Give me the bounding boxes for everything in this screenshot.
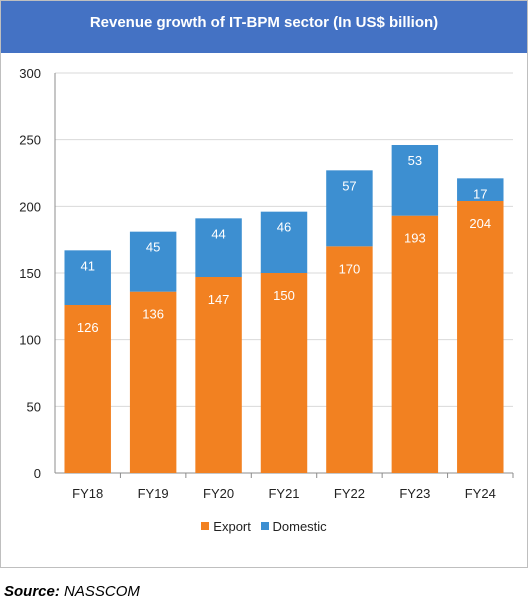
chart-title: Revenue growth of IT-BPM sector (In US$ … [1, 1, 527, 53]
chart-plot: 0 50 100 150 200 250 300 126 41 FY18 136 45 FY19 147 4… [19, 66, 514, 501]
bar-export-FY18 [64, 305, 111, 473]
bar-domestic-FY21 [260, 211, 308, 273]
data-label-export-FY18: 126 [77, 320, 99, 335]
source-value: NASSCOM [64, 583, 140, 600]
data-label-export-FY19: 136 [142, 307, 164, 322]
bar-domestic-FY19 [129, 231, 177, 292]
source-note: Source: NASSCOM [4, 583, 140, 600]
bar-export-FY23 [391, 215, 439, 473]
bar-domestic-FY23 [391, 145, 439, 216]
bar-export-FY19 [129, 291, 177, 473]
data-label-export-FY21: 150 [273, 288, 295, 303]
legend-swatch-domestic [260, 522, 269, 530]
x-tick-label-FY23: FY23 [399, 486, 430, 501]
chart-frame: Revenue growth of IT-BPM sector (In US$ … [0, 0, 528, 568]
bar-domestic-FY20 [195, 218, 242, 277]
data-label-export-FY23: 193 [404, 231, 426, 246]
data-label-export-FY22: 170 [339, 261, 361, 276]
y-tick-label-250: 250 [19, 133, 41, 148]
y-tick-label-300: 300 [19, 66, 41, 81]
y-tick-label-100: 100 [19, 333, 41, 348]
bar-domestic-FY18 [64, 250, 111, 305]
legend-label-domestic: Domestic [272, 518, 327, 534]
data-label-domestic-FY22: 57 [342, 178, 356, 193]
legend-item-export: Export [201, 519, 251, 534]
y-tick-label-150: 150 [19, 266, 41, 281]
x-tick-label-FY24: FY24 [465, 486, 496, 501]
chart-legend: Export Domestic [1, 518, 527, 534]
x-tick-label-FY19: FY19 [138, 486, 169, 501]
legend-label-export: Export [213, 518, 251, 534]
bar-export-FY21 [260, 273, 308, 473]
y-tick-label-0: 0 [34, 466, 41, 481]
y-tick-label-50: 50 [27, 399, 41, 414]
x-tick-label-FY18: FY18 [72, 486, 103, 501]
legend-item-domestic: Domestic [260, 518, 327, 534]
y-tick-label-200: 200 [19, 199, 41, 214]
data-label-domestic-FY19: 45 [146, 240, 160, 255]
bar-domestic-FY24 [457, 178, 504, 201]
bar-export-FY22 [326, 246, 373, 473]
x-tick-label-FY22: FY22 [334, 486, 365, 501]
bar-domestic-FY22 [326, 170, 373, 247]
bar-export-FY24 [457, 201, 504, 473]
x-tick-label-FY20: FY20 [203, 486, 234, 501]
data-label-export-FY24: 204 [469, 216, 491, 231]
data-label-domestic-FY24: 17 [473, 186, 487, 201]
x-tick-label-FY21: FY21 [268, 486, 299, 501]
data-label-domestic-FY18: 41 [80, 258, 94, 273]
bar-export-FY20 [195, 277, 242, 473]
data-label-domestic-FY21: 46 [277, 220, 291, 235]
legend-swatch-export [201, 522, 210, 530]
source-label: Source: [4, 583, 60, 600]
data-label-domestic-FY20: 44 [211, 226, 225, 241]
data-label-export-FY20: 147 [208, 292, 230, 307]
data-label-domestic-FY23: 53 [408, 153, 422, 168]
